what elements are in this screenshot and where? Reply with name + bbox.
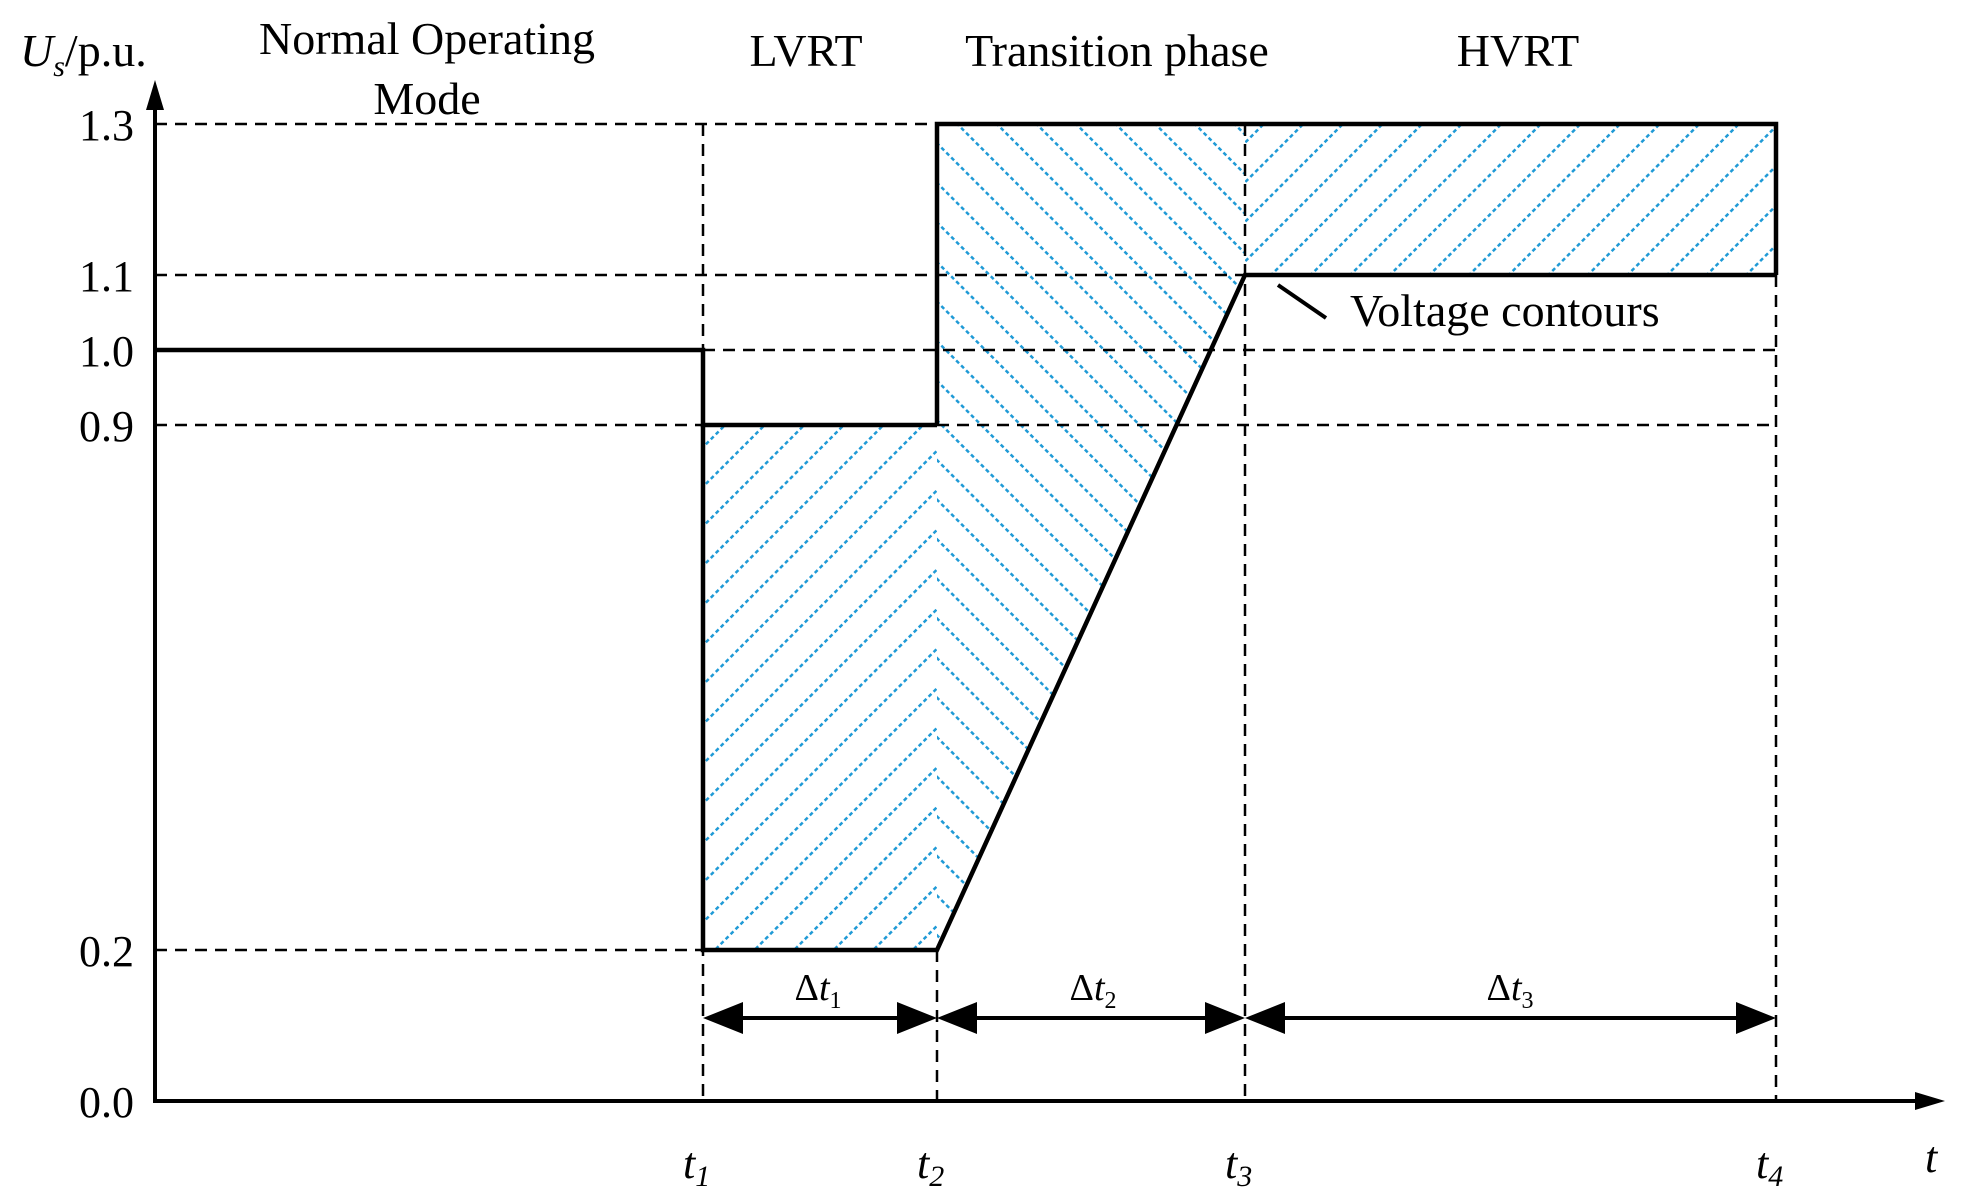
y-tick-1.0: 1.0	[79, 327, 134, 376]
interval-arrows	[703, 1002, 1776, 1034]
y-axis-label: Us/p.u.	[20, 25, 147, 83]
axes	[153, 95, 1925, 1103]
region-label-hvrt: HVRT	[1457, 25, 1579, 76]
region-label-normal-line1: Normal Operating	[259, 13, 595, 64]
interval-label-3: Δt3	[1487, 967, 1534, 1014]
voltage-contours-leader	[1276, 283, 1328, 320]
upper-boundary-curve	[934, 121, 1779, 425]
y-tick-0.0: 0.0	[79, 1078, 134, 1127]
y-tick-1.1: 1.1	[79, 252, 134, 301]
x-tick-t2: t2	[917, 1139, 944, 1193]
x-tick-t4: t4	[1756, 1139, 1783, 1193]
region-label-lvrt: LVRT	[749, 25, 862, 76]
interval-label-2: Δt2	[1070, 967, 1117, 1014]
x-axis-arrowhead	[1915, 1092, 1945, 1110]
voltage-contours-label: Voltage contours	[1350, 285, 1660, 336]
x-tick-t3: t3	[1225, 1139, 1252, 1193]
normal-mode-voltage-curve	[155, 347, 937, 428]
hvrt-hatched-region	[1245, 124, 1776, 275]
lower-boundary-curve	[700, 272, 1776, 953]
y-tick-0.2: 0.2	[79, 927, 134, 976]
x-tick-t1: t1	[683, 1139, 710, 1193]
transition-hatched-region	[937, 124, 1245, 950]
y-tick-0.9: 0.9	[79, 402, 134, 451]
y-tick-1.3: 1.3	[79, 101, 134, 150]
region-label-normal-line2: Mode	[373, 73, 480, 124]
lvrt-hatched-region	[703, 425, 937, 950]
interval-label-1: Δt1	[795, 967, 842, 1014]
x-axis-label: t	[1925, 1133, 1939, 1182]
region-label-transition: Transition phase	[965, 25, 1269, 76]
y-axis-arrowhead	[146, 80, 164, 110]
